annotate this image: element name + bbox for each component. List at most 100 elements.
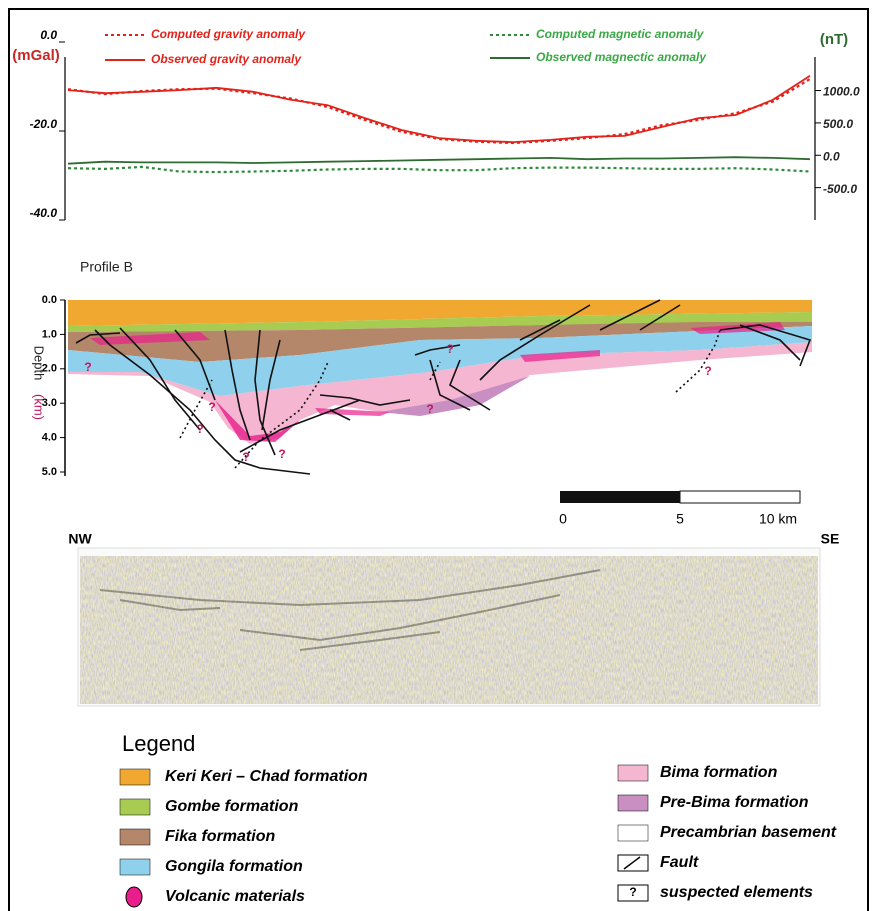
fika-layer [68,322,812,362]
path [119,599,221,612]
path [234,361,329,469]
scale-white [679,490,801,504]
depth-tick-label: 0.0 [42,294,57,306]
path [719,324,812,367]
path [179,379,213,439]
depth-tick-label: 2.0 [42,363,57,375]
path [239,594,561,642]
suspected-mark: ? [196,422,203,436]
legend-swatch [119,768,151,786]
suspected-mark: ? [278,447,285,461]
legend-label: Bima formation [660,764,778,781]
path [479,304,591,381]
legend-symbol: ? [629,885,636,899]
path [261,339,281,431]
legend-label: Gombe formation [165,798,299,815]
nw-label: NW [68,531,92,547]
legend-label: Volcanic materials [165,888,305,905]
path [99,569,601,607]
series-line [67,156,811,165]
path [224,329,251,441]
legend-label: Fika formation [165,828,275,845]
depth-tick-label: 4.0 [42,432,57,444]
seismic-reflectors [99,569,601,651]
anomaly-chart: 0.0 -20.0 -40.0 1000.0 500.0 0.0 -500.0 Compute… [30,27,860,221]
volcanic [520,350,600,362]
path [739,324,801,361]
path [94,329,311,475]
suspected-mark: ? [446,342,453,356]
legend: Keri Keri – Chad formation Gombe formatio… [119,764,837,908]
legend-label: Pre-Bima formation [660,794,809,811]
suspected-marks: ???????? [84,342,711,464]
depth-label: Depth [32,346,47,381]
legend-swatch [617,764,649,782]
cross-section: ???????? 0.0 1.0 2.0 3.0 4.0 5.0 [42,294,812,478]
pre-bima-layer [380,376,530,416]
y2-tick-label: 1000.0 [823,85,860,99]
faults [75,299,812,475]
frame [8,8,869,911]
legend-label: Computed magnetic anomaly [536,27,705,41]
legend-label: Precambrian basement [660,824,837,841]
scale-label: 5 [676,511,684,527]
suspected-mark: ? [84,360,91,374]
legend-label: Fault [660,854,699,871]
path [639,304,681,331]
suspected-mark: ? [208,400,215,414]
depth-axis-label: Depth (km) [32,346,47,420]
suspected-mark: ? [704,364,711,378]
suspected-mark: ? [242,450,249,464]
legend-label: Gongila formation [165,858,303,875]
legend-label: suspected elements [660,884,813,901]
legend-swatch [119,798,151,816]
path [519,319,561,341]
y2-tick-label: 0.0 [823,149,840,163]
legend-swatch [119,828,151,846]
legend-swatch [617,794,649,812]
path [319,394,411,406]
depth-ticks: 0.0 1.0 2.0 3.0 4.0 5.0 [42,294,65,478]
path [599,299,661,331]
seismic-image [80,556,818,704]
path [675,329,721,393]
legend-label: Observed magnectic anomaly [536,50,707,64]
series-line [67,75,811,144]
suspected-mark: ? [426,402,433,416]
y2-tick-label: -500.0 [823,182,857,196]
path [429,361,441,381]
legend-title: Legend [122,731,195,756]
profile-title: Profile B [80,259,133,275]
depth-tick-label: 5.0 [42,466,57,478]
legend-swatch [617,824,649,842]
suspected-faults [179,329,721,469]
path [429,359,471,411]
path [174,329,216,401]
depth-unit: (km) [32,394,47,420]
depth-tick-label: 1.0 [42,328,57,340]
legend-fault [623,856,641,870]
y-tick-label: 0.0 [40,28,57,42]
y-tick-label: -20.0 [30,117,58,131]
path [414,344,461,356]
path [299,631,441,651]
legend-label: Computed gravity anomaly [151,27,306,41]
scale-black [560,491,680,503]
series-line [67,165,811,174]
series-line [67,77,811,145]
keri-keri-layer [68,300,812,326]
y-axis-label: (mGal) [12,47,60,64]
se-label: SE [821,531,840,547]
y2-tick-label: 500.0 [823,117,853,131]
scale-label: 10 km [759,511,797,527]
y-tick-label: -40.0 [30,206,58,220]
legend-swatch [125,886,143,908]
depth-tick-label: 3.0 [42,397,57,409]
path [329,409,351,421]
gongila-layer [68,326,812,396]
path [449,359,491,411]
y2-axis-label: (nT) [820,31,848,48]
legend-label: Keri Keri – Chad formation [165,768,368,785]
